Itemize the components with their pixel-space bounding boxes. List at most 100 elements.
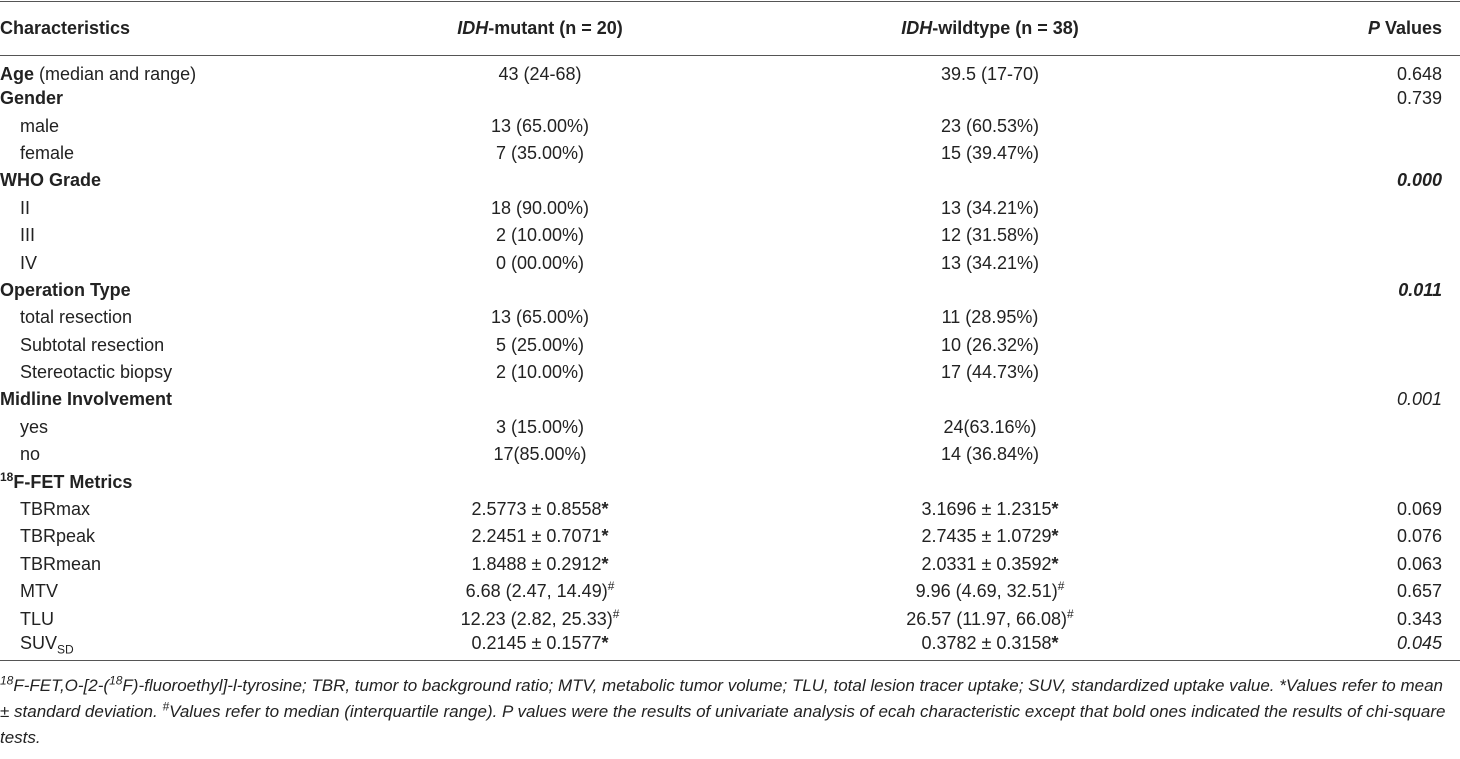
cell-text: 13 (34.21%)	[940, 197, 1040, 218]
text-part: F-FET Metrics	[13, 471, 133, 492]
text-part: 1.8488 ± 0.2912	[471, 553, 602, 574]
text-part: (median and range)	[34, 64, 197, 84]
cell: 0.3782 ± 0.3158*	[750, 633, 1230, 660]
cell	[1230, 195, 1460, 222]
cell	[330, 85, 750, 112]
text-part: *	[1051, 499, 1059, 520]
cell: 17 (44.73%)	[750, 359, 1230, 386]
cell: 0.069	[1230, 496, 1460, 523]
table-body: Age (median and range) 43 (24-68) 39.5 (17…	[0, 56, 1460, 661]
item-row: Stereotactic biopsy 2 (10.00%) 17 (44.73%)	[0, 359, 1460, 386]
cell-text: 12 (31.58%)	[940, 225, 1040, 246]
cell: 10 (26.32%)	[750, 332, 1230, 359]
cell-text: 2 (10.00%)	[495, 225, 585, 246]
text-part: Values refer to median (interquartile ra…	[0, 701, 1446, 747]
cell: TBRmax	[0, 496, 330, 523]
cell-text: TBRmax	[20, 499, 91, 520]
group-row: Gender 0.739	[0, 85, 1460, 112]
item-row: yes 3 (15.00%) 24(63.16%)	[0, 414, 1460, 441]
cell: 26.57 (11.97, 66.08)#	[750, 605, 1230, 632]
cell-text: 0.343	[1396, 608, 1442, 629]
cell: 7 (35.00%)	[330, 140, 750, 167]
cell: Subtotal resection	[0, 332, 330, 359]
cell: 15 (39.47%)	[750, 140, 1230, 167]
cell: III	[0, 222, 330, 249]
cell-text: Operation Type	[0, 279, 131, 300]
cell-text: MTV	[20, 581, 58, 602]
cell-text: total resection	[20, 307, 133, 328]
item-row: MTV 6.68 (2.47, 14.49)# 9.96 (4.69, 32.51)…	[0, 578, 1460, 605]
cell	[1230, 140, 1460, 167]
cell-text: 39.5 (17-70)	[940, 64, 1040, 84]
cell	[1230, 414, 1460, 441]
header-cell: IDH-wildtype (n = 38)	[750, 2, 1230, 56]
text-part: SD	[57, 642, 74, 657]
cell: 23 (60.53%)	[750, 112, 1230, 139]
cell: 0.739	[1230, 85, 1460, 112]
cell	[330, 386, 750, 413]
characteristics-table: Characteristics IDH-mutant (n = 20) IDH-wi…	[0, 1, 1460, 661]
cell: Age (median and range)	[0, 56, 330, 86]
cell: SUVSD	[0, 633, 330, 660]
footnote: 18F-FET,O-[2-(18F)-fluoroethyl]-l-tyrosi…	[0, 673, 1460, 751]
cell: 6.68 (2.47, 14.49)#	[330, 578, 750, 605]
cell: 14 (36.84%)	[750, 441, 1230, 468]
cell: IV	[0, 249, 330, 276]
cell-text: TBRpeak	[20, 526, 96, 547]
item-row: TBRmax 2.5773 ± 0.8558* 3.1696 ± 1.2315* 0.…	[0, 496, 1460, 523]
item-row: female 7 (35.00%) 15 (39.47%)	[0, 140, 1460, 167]
cell-text: 0.739	[1396, 88, 1442, 109]
cell-text: II	[20, 197, 31, 218]
cell-text: 14 (36.84%)	[940, 444, 1040, 465]
cell: 0.343	[1230, 605, 1460, 632]
text-part: F)-fluoroethyl]-l-tyrosine; TBR, tumor t…	[0, 675, 1444, 721]
cell: 0.2145 ± 0.1577*	[330, 633, 750, 660]
cell-text: 0.045	[1396, 633, 1442, 654]
text-part: 0.3782 ± 0.3158	[921, 633, 1052, 654]
text-part: *	[601, 499, 609, 520]
text-part: #	[607, 579, 615, 594]
cell-text: 15 (39.47%)	[940, 142, 1040, 163]
text-part: 6.68 (2.47, 14.49)	[465, 581, 608, 602]
group-row: Age (median and range) 43 (24-68) 39.5 (17…	[0, 56, 1460, 86]
cell: 0.657	[1230, 578, 1460, 605]
cell-text: 0.657	[1396, 581, 1442, 602]
cell-text: 0.076	[1396, 526, 1442, 547]
cell: 0.063	[1230, 551, 1460, 578]
cell: II	[0, 195, 330, 222]
text-part: -wildtype (n = 38)	[932, 18, 1079, 38]
group-row: 18F-FET Metrics	[0, 468, 1460, 495]
cell-text: 17 (44.73%)	[940, 362, 1040, 383]
header-row: Characteristics IDH-mutant (n = 20) IDH-wi…	[0, 1, 1460, 56]
cell	[750, 468, 1230, 495]
item-row: SUVSD 0.2145 ± 0.1577* 0.3782 ± 0.3158* 0.0…	[0, 633, 1460, 661]
cell: no	[0, 441, 330, 468]
cell: 1.8488 ± 0.2912*	[330, 551, 750, 578]
text-part: SUV	[20, 633, 58, 654]
text-part: 0.2145 ± 0.1577	[471, 633, 602, 654]
text-part: *	[601, 526, 609, 547]
cell: 2.2451 ± 0.7071*	[330, 523, 750, 550]
cell: 2.0331 ± 0.3592*	[750, 551, 1230, 578]
cell: 0.001	[1230, 386, 1460, 413]
cell-text: 0.000	[1396, 170, 1442, 191]
cell: 0.000	[1230, 167, 1460, 194]
text-part: IDH	[457, 18, 489, 38]
cell-text: 18 (90.00%)	[490, 197, 590, 218]
cell: 12 (31.58%)	[750, 222, 1230, 249]
cell: 2.5773 ± 0.8558*	[330, 496, 750, 523]
cell-text: 0.063	[1396, 553, 1442, 574]
group-row: Operation Type 0.011	[0, 277, 1460, 304]
text-part: F-FET,O-[2-(	[13, 675, 110, 695]
cell	[1230, 468, 1460, 495]
group-row: WHO Grade 0.000	[0, 167, 1460, 194]
text-part: Age	[0, 64, 35, 84]
cell: 0 (00.00%)	[330, 249, 750, 276]
text-part: Values	[1379, 18, 1442, 38]
cell: Stereotactic biopsy	[0, 359, 330, 386]
cell: female	[0, 140, 330, 167]
cell	[750, 277, 1230, 304]
cell-text: 11 (28.95%)	[941, 307, 1039, 328]
cell-text: 0.001	[1396, 389, 1442, 410]
